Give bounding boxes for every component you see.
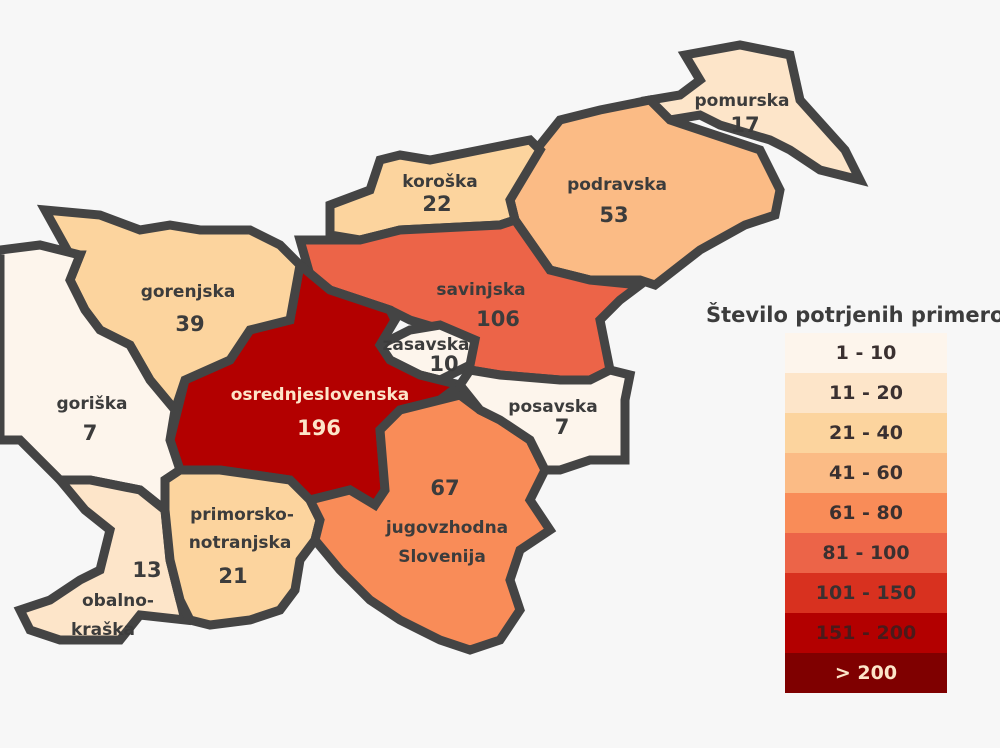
region-goriska xyxy=(0,240,186,520)
region-pomurska xyxy=(640,40,869,187)
label-gorenjska: gorenjska xyxy=(141,282,236,302)
legend-class: 81 - 100 xyxy=(785,533,947,573)
value-koroska: 22 xyxy=(422,192,451,216)
value-jugovzhodna: 67 xyxy=(430,476,459,500)
label-goriska: goriška xyxy=(57,394,128,414)
value-podravska: 53 xyxy=(599,203,628,227)
legend-class: 41 - 60 xyxy=(785,453,947,493)
legend-class: 11 - 20 xyxy=(785,373,947,413)
label-jugovzhodna-2: Slovenija xyxy=(398,547,486,567)
legend-class: > 200 xyxy=(785,653,947,693)
label-primorsko-notranjska: primorsko- xyxy=(190,505,294,525)
legend-class: 151 - 200 xyxy=(785,613,947,653)
label-primorsko-notranjska-2: notranjska xyxy=(189,533,292,553)
value-posavska: 7 xyxy=(555,415,570,439)
region-primorsko xyxy=(160,465,325,630)
label-obalno-kraska: obalno- xyxy=(82,591,154,611)
label-koroska: koroška xyxy=(402,172,478,192)
label-podravska: podravska xyxy=(567,175,667,195)
value-gorenjska: 39 xyxy=(175,312,204,336)
label-savinjska: savinjska xyxy=(436,280,525,300)
value-primorsko-notranjska: 21 xyxy=(218,564,247,588)
label-jugovzhodna: jugovzhodna xyxy=(385,518,508,538)
value-obalno-kraska: 13 xyxy=(132,558,161,582)
legend-class: 21 - 40 xyxy=(785,413,947,453)
label-osrednjeslovenska: osrednjeslovenska xyxy=(231,385,410,405)
value-goriska: 7 xyxy=(83,421,98,445)
label-obalno-kraska-2: kraška xyxy=(71,620,135,640)
value-osrednjeslovenska: 196 xyxy=(297,416,341,440)
label-zasavska: zasavska xyxy=(383,335,470,355)
legend-class: 61 - 80 xyxy=(785,493,947,533)
label-pomurska: pomurska xyxy=(695,91,790,111)
region-posavska xyxy=(454,365,636,475)
region-jugovzhodna xyxy=(303,390,557,655)
legend: 1 - 10 11 - 20 21 - 40 41 - 60 61 - 80 8… xyxy=(785,333,947,693)
value-zasavska: 10 xyxy=(429,352,458,376)
value-savinjska: 106 xyxy=(476,307,520,331)
legend-class: 1 - 10 xyxy=(785,333,947,373)
label-posavska: posavska xyxy=(508,397,597,417)
value-pomurska: 17 xyxy=(730,113,759,137)
legend-class: 101 - 150 xyxy=(785,573,947,613)
legend-title: Število potrjenih primerov xyxy=(706,303,1000,327)
